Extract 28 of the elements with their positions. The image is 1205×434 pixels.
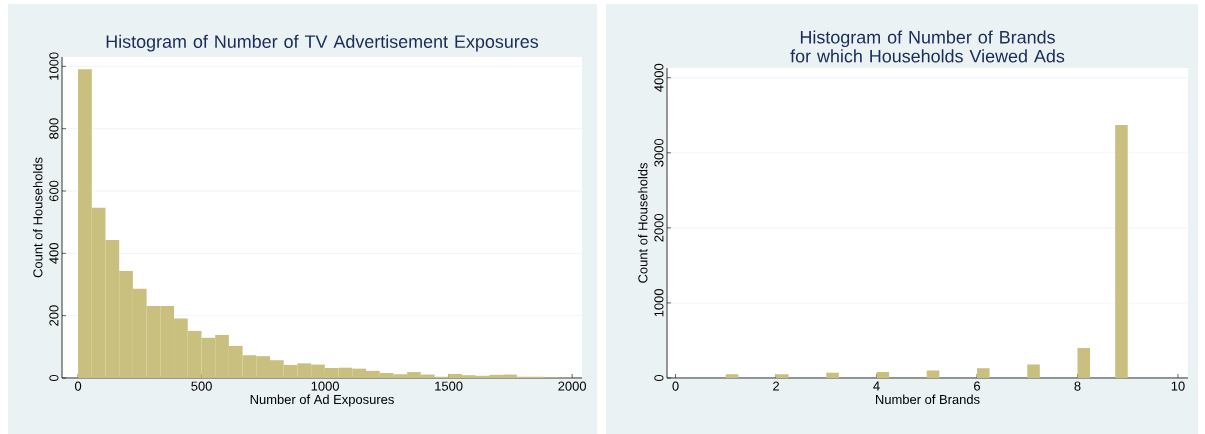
- y-tick-label: 1000: [49, 52, 59, 80]
- y-tick-label: 3000: [654, 138, 664, 167]
- y-tick-label: 2000: [654, 213, 664, 242]
- y-tick-label: 800: [49, 118, 59, 139]
- x-tick-label: 0: [672, 381, 679, 391]
- y-tick-label: 0: [654, 374, 664, 382]
- y-axis-title: Count of Households: [32, 157, 43, 278]
- x-tick-label: 500: [191, 381, 212, 391]
- y-axis-title: Count of Households: [637, 163, 648, 283]
- y-tick-label: 600: [49, 180, 59, 202]
- y-tick-label: 200: [49, 305, 59, 326]
- x-axis-title: Number of Brands: [876, 394, 980, 405]
- chart-title: Histogram of Number of TV Advertisement Exposures: [106, 34, 539, 52]
- chart-title: Histogram of Number of Brands for which Households Viewed Ads: [790, 30, 1065, 63]
- y-tick-label: 1000: [654, 289, 664, 317]
- x-tick-label: 0: [74, 381, 82, 391]
- y-tick-label: 0: [49, 374, 59, 382]
- x-tick-label: 1500: [435, 381, 463, 391]
- y-tick-label: 400: [49, 243, 59, 264]
- x-tick-label: 4: [873, 381, 880, 391]
- x-tick-label: 10: [1171, 381, 1185, 391]
- x-tick-label: 6: [974, 381, 981, 391]
- x-tick-label: 1000: [311, 381, 339, 391]
- x-tick-label: 8: [1074, 381, 1081, 391]
- x-axis-title: Number of Ad Exposures: [250, 394, 394, 407]
- x-tick-label: 2000: [558, 381, 587, 391]
- y-tick-label: 4000: [654, 63, 664, 92]
- x-tick-label: 2: [773, 381, 779, 391]
